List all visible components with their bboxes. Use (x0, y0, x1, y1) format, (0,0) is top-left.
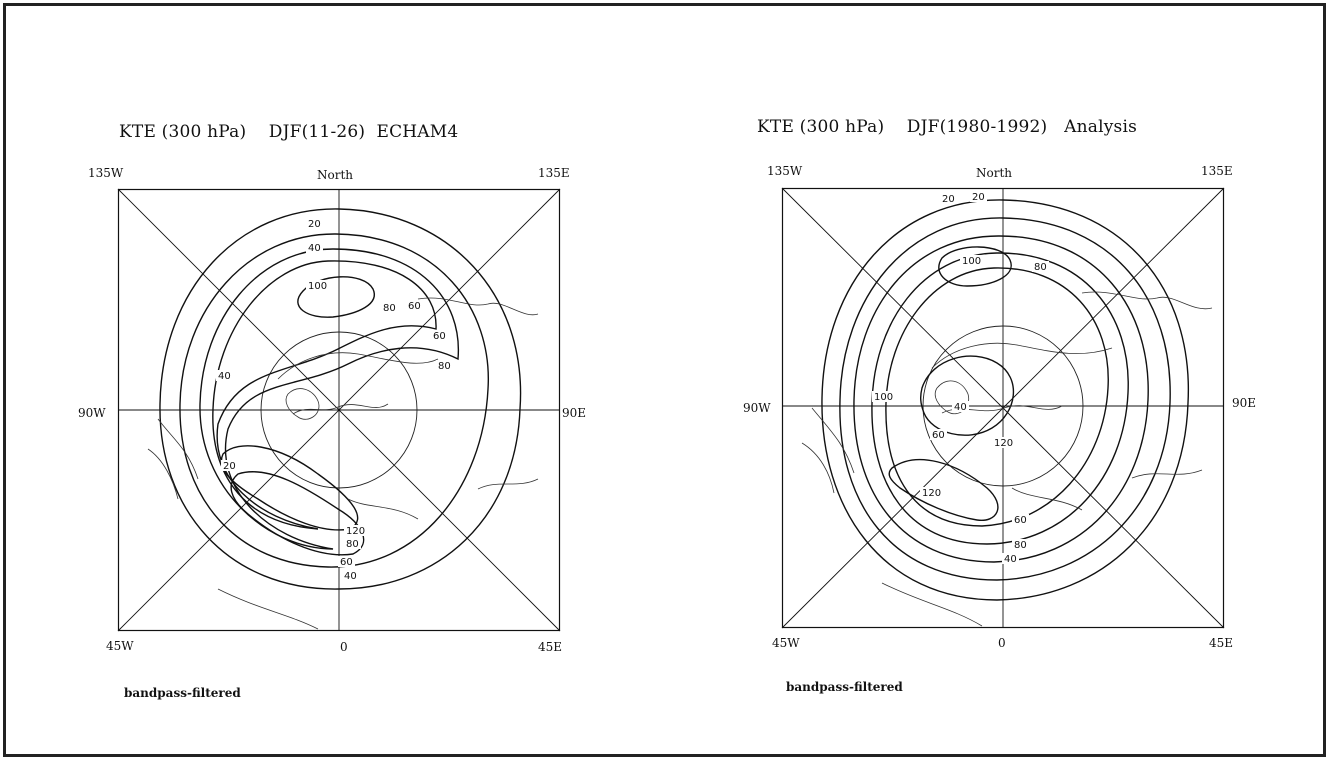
right-contour-60 (871, 252, 1129, 545)
contour-label: 80 (383, 303, 396, 314)
right-contour-80 (885, 267, 1109, 527)
right-label-45e: 45E (1209, 636, 1234, 650)
right-contour-100 (938, 246, 1012, 287)
right-contour-40b (853, 235, 1149, 563)
left-contour-40 (179, 233, 489, 568)
left-coast-arctic (277, 352, 439, 415)
contour-label-bg (992, 437, 1016, 448)
left-latitude-circle (260, 331, 418, 489)
contour-label: 100 (962, 256, 981, 267)
contour-label-bg (306, 242, 323, 253)
contour-label: 100 (874, 392, 893, 403)
left-polar-map: 20 40 100 80 60 60 40 80 20 120 80 60 40 (117, 188, 561, 632)
right-label-90w: 90W (743, 401, 771, 415)
left-label-45e: 45E (538, 640, 563, 654)
right-coast-eurasia (1011, 291, 1213, 511)
contour-label-bg (1032, 261, 1049, 272)
left-contour-low (230, 471, 365, 556)
contour-label: 20 (942, 194, 955, 205)
contour-label: 80 (346, 539, 359, 550)
right-panel-title: KTE (300 hPa) DJF(1980-1992) Analysis (757, 117, 1138, 137)
contour-label: 60 (340, 557, 353, 568)
left-label-90w: 90W (78, 406, 106, 420)
contour-label-bg (930, 429, 947, 440)
contour-label: 100 (308, 281, 327, 292)
right-label-north: North (976, 166, 1013, 180)
right-polar-map: 20 100 80 100 120 60 40 40 120 60 80 20 (781, 187, 1225, 629)
contour-label-bg (306, 280, 330, 291)
left-coast-greenland (285, 388, 320, 420)
contour-label: 40 (308, 243, 321, 254)
contour-label-bg (1002, 553, 1019, 564)
left-contour-80 (212, 260, 437, 530)
contour-label-bg (952, 401, 969, 412)
right-contour-120 (888, 459, 999, 521)
contour-label: 80 (1034, 262, 1047, 273)
left-label-135w: 135W (88, 166, 124, 180)
contour-label-bg (436, 360, 453, 371)
contour-label: 120 (922, 488, 941, 499)
contour-label-bg (431, 330, 448, 341)
contour-label: 120 (994, 438, 1013, 449)
contour-label: 40 (218, 371, 231, 382)
left-contour-20 (159, 208, 522, 590)
right-coast-america (801, 407, 983, 627)
left-label-45w: 45W (106, 639, 134, 653)
contour-label: 60 (433, 331, 446, 342)
left-label-135e: 135E (538, 166, 570, 180)
contour-label-bg (940, 193, 957, 204)
contour-label-bg (338, 556, 355, 567)
contour-label-bg (306, 218, 323, 229)
left-coast-eurasia (347, 297, 539, 520)
contour-label-bg (960, 255, 984, 266)
left-contour-100 (297, 276, 375, 318)
right-footnote: bandpass-filtered (786, 680, 903, 694)
contour-label-bg (344, 538, 361, 549)
contour-label-bg (872, 391, 896, 402)
contour-label: 80 (438, 361, 451, 372)
contour-label-bg (342, 570, 359, 581)
contour-label: 40 (344, 571, 357, 582)
contour-label-bg (221, 460, 238, 471)
contour-label-bg (920, 487, 944, 498)
right-label-90e: 90E (1232, 396, 1257, 410)
right-contour-40a (839, 217, 1171, 581)
contour-label: 120 (346, 526, 365, 537)
contour-label: 60 (1014, 515, 1027, 526)
right-latitude-circle (922, 325, 1084, 487)
right-label-45w: 45W (772, 636, 800, 650)
contour-label: 20 (308, 219, 321, 230)
contour-label-bg (406, 300, 423, 311)
figure-frame: KTE (300 hPa) DJF(11-26) ECHAM4 135W Nor… (3, 3, 1326, 757)
contour-label: 40 (1004, 554, 1017, 565)
left-footnote: bandpass-filtered (124, 686, 241, 700)
contour-label: 60 (408, 301, 421, 312)
left-label-90e: 90E (562, 406, 587, 420)
contour-label-bg (1012, 514, 1029, 525)
contour-label-bg (1012, 539, 1029, 550)
contour-label: 20 (223, 461, 236, 472)
contour-label-bg (216, 370, 233, 381)
contour-label-bg (344, 525, 368, 536)
right-contour-20 (821, 199, 1190, 601)
left-label-0: 0 (340, 640, 348, 654)
contour-label-bg (381, 302, 398, 313)
contour-label: 80 (1014, 540, 1027, 551)
right-label-0: 0 (998, 636, 1006, 650)
contour-label: 20 (972, 192, 985, 203)
contour-label-bg (970, 191, 987, 202)
right-label-135w: 135W (767, 164, 803, 178)
right-contour-inner (919, 355, 1014, 436)
left-label-north: North (317, 168, 354, 182)
right-label-135e: 135E (1201, 164, 1233, 178)
left-panel-title: KTE (300 hPa) DJF(11-26) ECHAM4 (119, 122, 459, 142)
left-coast-america (147, 418, 319, 630)
contour-label: 40 (954, 402, 967, 413)
contour-label: 60 (932, 430, 945, 441)
